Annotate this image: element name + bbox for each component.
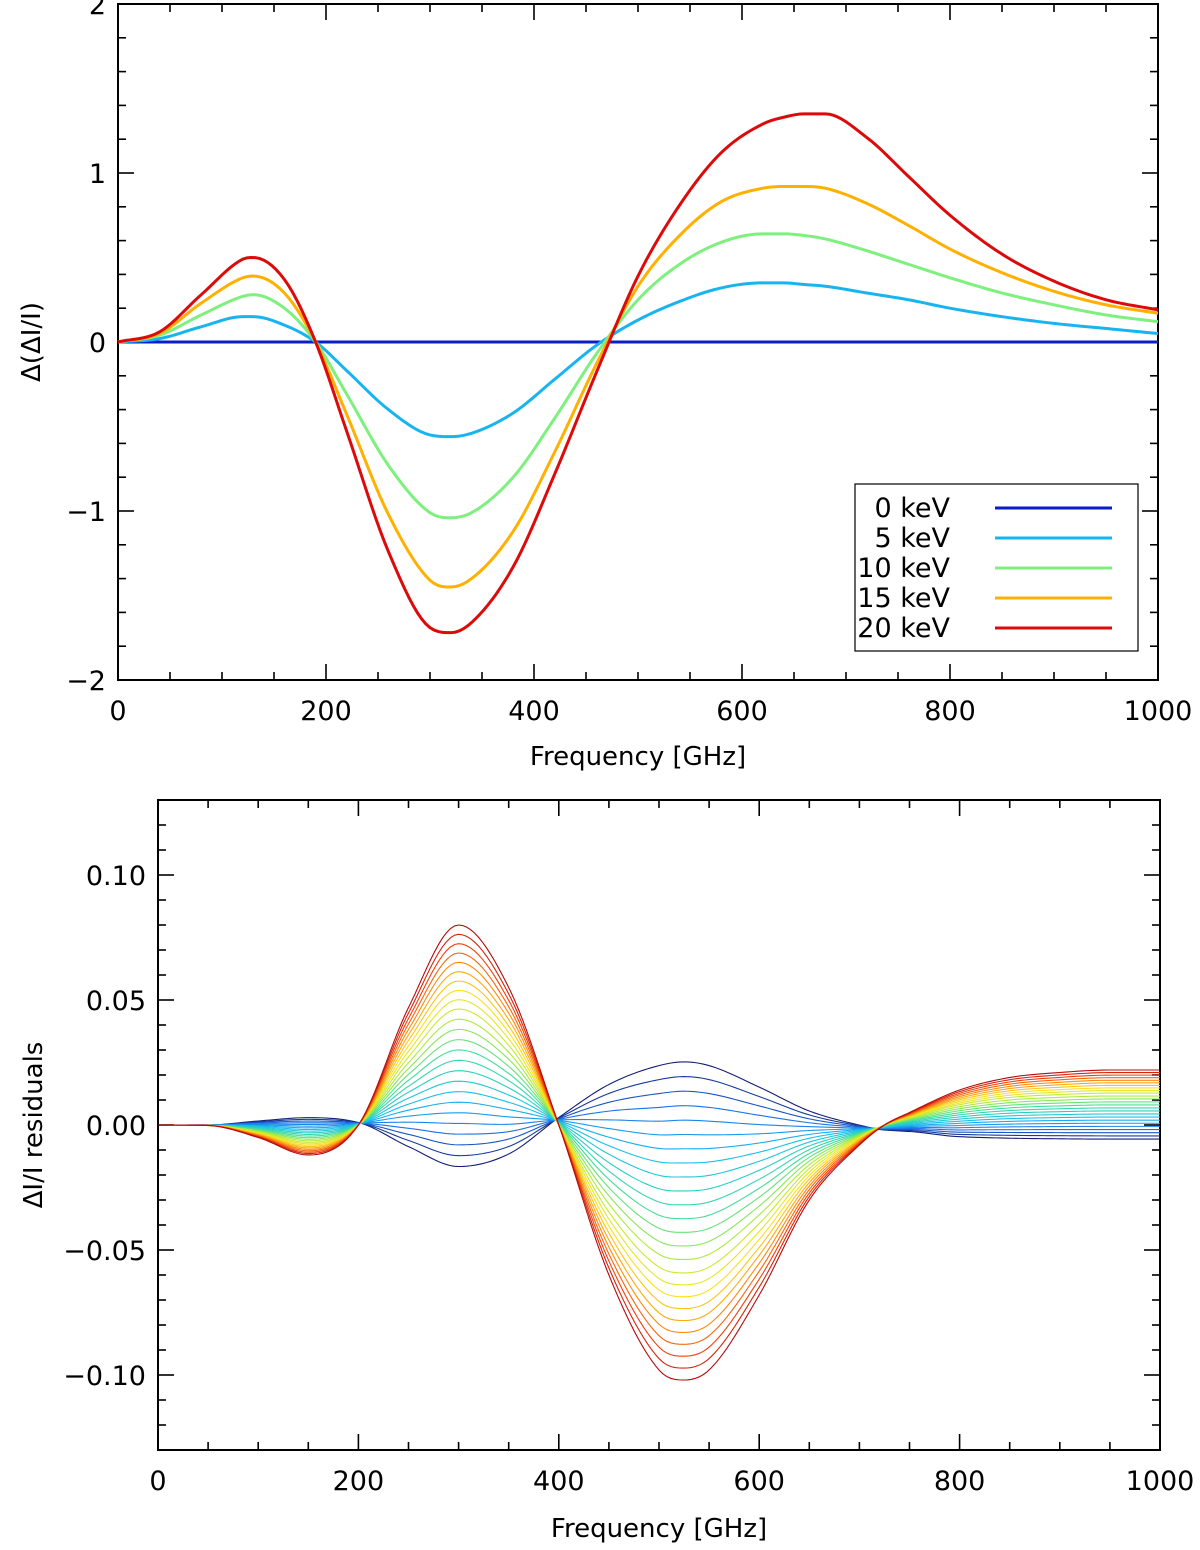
legend-label: 15 keV xyxy=(857,583,950,614)
bottom-x-tick-label: 800 xyxy=(934,1466,986,1497)
residual-curve xyxy=(158,1112,1160,1136)
top-series-line xyxy=(117,185,1159,589)
top-x-tick-label: 600 xyxy=(716,696,768,727)
bottom-tick-labels: 0 200 400 600 800 1000 −0.10 −0.05 0.00 0.05 0.10 xyxy=(63,861,1194,1497)
legend-label: 20 keV xyxy=(857,613,950,644)
top-x-tick-label: 0 xyxy=(109,696,126,727)
top-x-axis-label: Frequency [GHz] xyxy=(530,742,746,772)
residual-curve xyxy=(158,1008,1160,1274)
bottom-panel: 0 200 400 600 800 1000−0.10−0.050.000.050.10 … xyxy=(19,799,1194,1544)
top-series-line xyxy=(117,281,1159,439)
legend-label: 0 keV xyxy=(874,493,950,524)
bottom-x-tick-label: 400 xyxy=(533,1466,585,1497)
residual-curve xyxy=(157,989,1160,1298)
bottom-y-tick-label: 0.10 xyxy=(86,861,146,892)
residual-curve xyxy=(158,1091,1160,1164)
top-y-tick-label: 0 xyxy=(89,328,106,359)
bottom-y-tick-label: 0.00 xyxy=(86,1111,146,1142)
residual-curve xyxy=(158,1061,1160,1168)
residual-curve xyxy=(157,933,1160,1369)
bottom-y-tick-label: 0.05 xyxy=(86,986,146,1017)
bottom-curves xyxy=(157,924,1160,1381)
bottom-y-tick-label: −0.10 xyxy=(63,1361,146,1392)
top-y-axis-label: Δ(ΔI/I) xyxy=(17,302,47,382)
bottom-y-tick-label: −0.05 xyxy=(63,1236,146,1267)
residual-curve xyxy=(158,1049,1160,1220)
top-tick-labels: 0 200 400 600 800 1000 −2 −1 0 1 2 xyxy=(66,0,1192,727)
residual-curve xyxy=(157,924,1160,1381)
residual-curve xyxy=(157,943,1160,1357)
residual-curve xyxy=(158,1105,1160,1135)
top-panel: 0 200 400 600 800 1000 −2 −1 0 1 2 Frequency [GHz]… xyxy=(17,0,1192,772)
legend-label: 5 keV xyxy=(874,523,950,554)
residual-curve xyxy=(157,999,1160,1286)
residual-curve xyxy=(157,952,1160,1345)
residual-curve xyxy=(158,1101,1160,1150)
top-y-tick-label: −1 xyxy=(66,497,106,528)
top-curves xyxy=(117,112,1159,635)
top-x-tick-label: 1000 xyxy=(1124,696,1193,727)
top-series-line xyxy=(117,232,1159,520)
residual-curve xyxy=(157,971,1160,1322)
residual-curve xyxy=(158,1059,1160,1206)
residual-curve xyxy=(158,1080,1160,1178)
residual-curve xyxy=(158,1090,1160,1146)
top-series-line xyxy=(117,112,1159,635)
top-ticks xyxy=(117,3,1159,681)
residual-curve xyxy=(158,1039,1160,1233)
residual-curve xyxy=(157,980,1160,1310)
residual-curve xyxy=(158,1076,1160,1157)
top-y-tick-label: 1 xyxy=(89,159,106,190)
residual-curve xyxy=(158,1119,1160,1130)
residual-curve xyxy=(157,961,1160,1333)
top-x-tick-label: 800 xyxy=(924,696,976,727)
legend-label: 10 keV xyxy=(857,553,950,584)
top-x-tick-label: 400 xyxy=(508,696,560,727)
residual-curve xyxy=(158,1018,1160,1261)
bottom-x-axis-label: Frequency [GHz] xyxy=(551,1514,767,1544)
top-x-tick-label: 200 xyxy=(300,696,352,727)
top-y-tick-label: 2 xyxy=(89,0,106,21)
bottom-x-tick-label: 0 xyxy=(149,1466,166,1497)
residual-curve xyxy=(158,1028,1160,1247)
top-y-tick-label: −2 xyxy=(66,666,106,697)
bottom-x-tick-label: 1000 xyxy=(1126,1466,1195,1497)
residual-curve xyxy=(158,1070,1160,1192)
bottom-x-tick-label: 200 xyxy=(333,1466,385,1497)
bottom-x-tick-label: 600 xyxy=(733,1466,785,1497)
bottom-y-axis-label: ΔI/I residuals xyxy=(19,1042,49,1209)
